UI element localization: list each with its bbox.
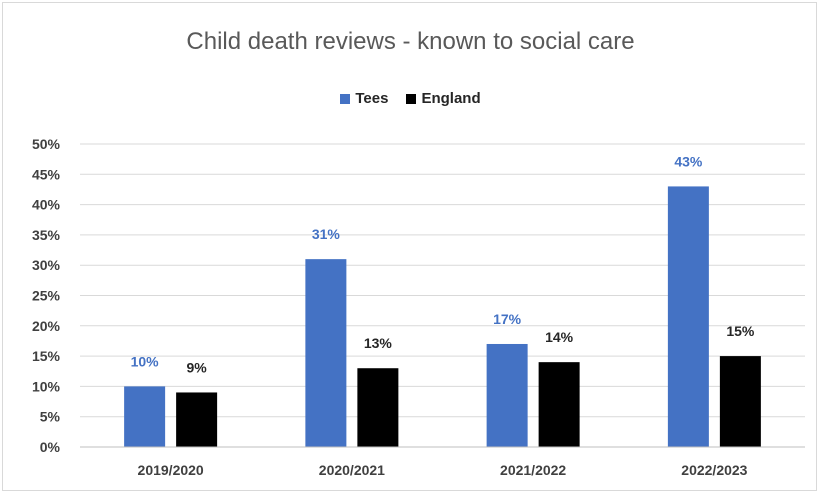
x-tick-label: 2021/2022 xyxy=(500,462,566,478)
bar-england-1 xyxy=(357,368,399,447)
legend-item-tees: Tees xyxy=(340,90,388,107)
data-label: 17% xyxy=(493,311,522,327)
x-tick-label: 2020/2021 xyxy=(319,462,385,478)
legend-swatch-tees xyxy=(340,93,351,104)
data-label: 13% xyxy=(364,335,393,351)
y-tick-label: 25% xyxy=(32,288,61,304)
chart-title: Child death reviews - known to social ca… xyxy=(186,28,635,55)
bar-tees-3 xyxy=(667,186,709,448)
y-tick-label: 15% xyxy=(32,348,61,364)
x-tick-label: 2022/2023 xyxy=(681,462,747,478)
data-label: 9% xyxy=(187,359,208,375)
legend-swatch-england xyxy=(406,93,417,104)
legend-label-england: England xyxy=(421,90,481,107)
y-tick-label: 10% xyxy=(32,378,61,394)
y-tick-label: 5% xyxy=(40,409,61,425)
bar-england-2 xyxy=(538,362,580,447)
chart-legend: Tees England xyxy=(0,90,821,107)
y-tick-label: 40% xyxy=(32,197,61,213)
bar-england-0 xyxy=(176,392,218,447)
data-label: 43% xyxy=(674,153,703,169)
y-tick-label: 45% xyxy=(32,166,61,182)
y-tick-label: 30% xyxy=(32,257,61,273)
y-tick-label: 0% xyxy=(40,439,61,455)
data-label: 31% xyxy=(312,226,341,242)
bar-tees-0 xyxy=(124,386,166,447)
data-label: 10% xyxy=(131,353,160,369)
bar-tees-1 xyxy=(305,259,347,447)
bar-england-3 xyxy=(719,356,761,447)
data-label: 15% xyxy=(726,323,755,339)
legend-label-tees: Tees xyxy=(355,90,389,107)
y-tick-label: 50% xyxy=(32,136,61,152)
x-tick-label: 2019/2020 xyxy=(138,462,204,478)
data-label: 14% xyxy=(545,329,574,345)
y-tick-label: 35% xyxy=(32,227,61,243)
bar-tees-2 xyxy=(486,343,528,447)
legend-item-england: England xyxy=(406,90,481,107)
y-tick-label: 20% xyxy=(32,318,61,334)
